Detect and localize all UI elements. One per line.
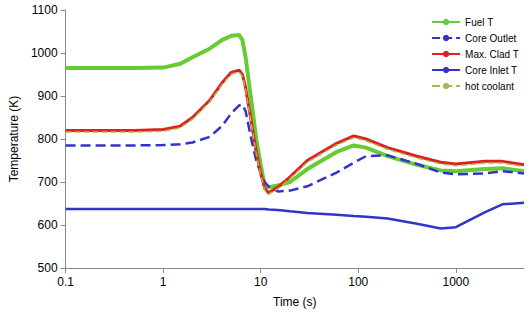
svg-text:600: 600 (38, 218, 58, 232)
svg-text:Max. Clad T: Max. Clad T (465, 49, 519, 60)
svg-text:Time (s): Time (s) (273, 295, 317, 309)
svg-text:900: 900 (38, 89, 58, 103)
svg-text:Core Outlet: Core Outlet (465, 33, 516, 44)
svg-text:1: 1 (160, 275, 167, 289)
svg-text:1000: 1000 (31, 46, 58, 60)
svg-text:Core Inlet T: Core Inlet T (465, 65, 517, 76)
svg-text:0.1: 0.1 (57, 275, 74, 289)
svg-text:Temperature (K): Temperature (K) (7, 96, 21, 183)
svg-text:500: 500 (38, 261, 58, 275)
svg-text:hot coolant: hot coolant (465, 81, 514, 92)
svg-text:1000: 1000 (442, 275, 469, 289)
svg-text:1100: 1100 (32, 3, 58, 17)
svg-text:100: 100 (348, 275, 368, 289)
svg-text:Fuel T: Fuel T (465, 17, 493, 28)
svg-text:10: 10 (254, 275, 268, 289)
svg-text:800: 800 (38, 132, 58, 146)
svg-text:700: 700 (38, 175, 58, 189)
